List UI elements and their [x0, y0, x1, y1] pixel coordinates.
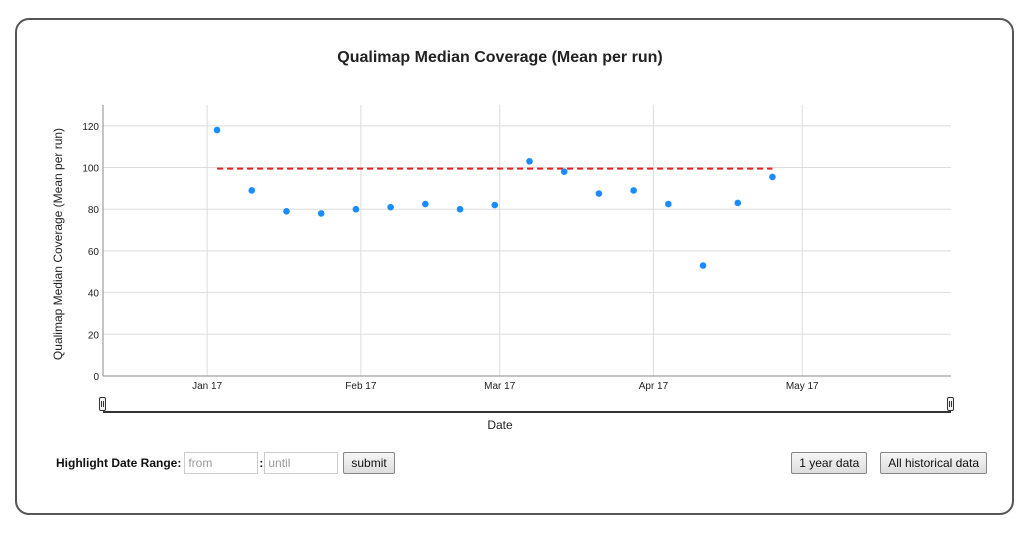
data-point [630, 187, 637, 194]
data-point [422, 200, 429, 208]
x-axis-label: Date [487, 418, 513, 432]
x-tick-label: May 17 [786, 381, 819, 392]
x-tick-label: Mar 17 [484, 381, 516, 392]
y-tick-label: 120 [82, 122, 99, 133]
y-tick-label: 40 [88, 289, 100, 300]
x-tick-label: Jan 17 [192, 381, 222, 392]
from-date-input[interactable] [184, 452, 259, 474]
y-tick-label: 0 [93, 372, 99, 383]
x-tick-label: Apr 17 [639, 381, 669, 392]
y-tick-label: 100 [82, 164, 99, 175]
data-point [317, 210, 325, 217]
range-selector-track[interactable] [103, 411, 951, 413]
data-point [248, 187, 256, 194]
chart-panel [15, 18, 1014, 515]
data-point [699, 262, 707, 269]
x-tick-label: Feb 17 [345, 381, 377, 392]
data-point [213, 126, 221, 134]
highlight-date-range-label: Highlight Date Range: [56, 456, 182, 470]
data-point [560, 168, 568, 176]
data-point [387, 203, 394, 211]
data-point [769, 173, 776, 181]
range-end-handle[interactable] [947, 397, 954, 411]
data-point [734, 199, 742, 207]
chart-title: Qualimap Median Coverage (Mean per run) [337, 49, 663, 66]
highlight-date-range-form: Highlight Date Range: : submit [56, 451, 395, 475]
data-point [491, 201, 499, 209]
data-point [665, 200, 672, 208]
data-point [456, 205, 464, 213]
until-date-input[interactable] [264, 452, 339, 474]
range-start-handle[interactable] [99, 397, 106, 411]
y-tick-label: 20 [88, 330, 100, 341]
data-point [526, 157, 533, 165]
y-tick-label: 80 [88, 205, 100, 216]
data-point [595, 190, 603, 197]
y-tick-label: 60 [88, 247, 100, 258]
all-historical-data-button[interactable]: All historical data [880, 452, 987, 474]
data-point [283, 208, 290, 215]
data-point [352, 205, 360, 213]
data-range-buttons: 1 year data All historical data [791, 452, 987, 474]
submit-button[interactable]: submit [343, 452, 395, 474]
one-year-data-button[interactable]: 1 year data [791, 452, 868, 474]
range-separator: : [259, 456, 264, 470]
